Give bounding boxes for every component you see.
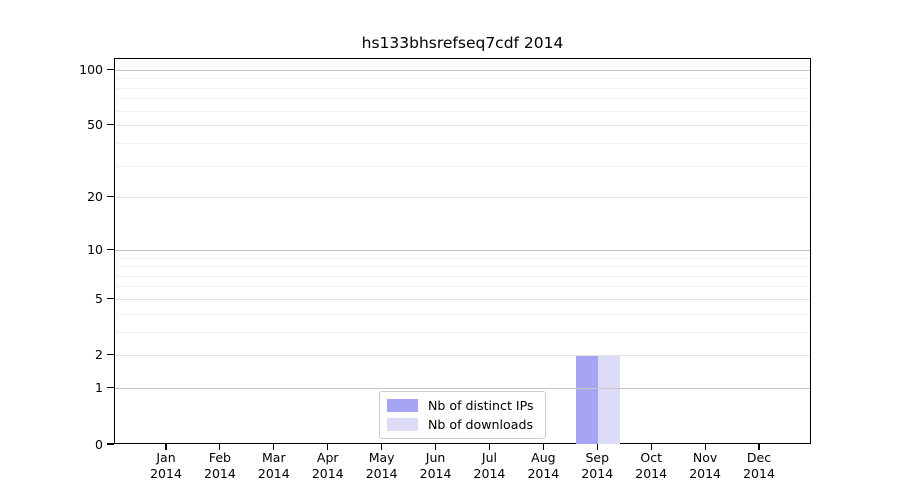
- legend-label-downloads: Nb of downloads: [428, 417, 534, 432]
- y-tick-label: 1: [95, 380, 103, 396]
- gridline: [115, 87, 810, 89]
- y-tick-label: 2: [95, 347, 103, 363]
- x-tick-label: Oct 2014: [635, 450, 668, 481]
- legend-label-distinct-ips: Nb of distinct IPs: [428, 398, 534, 413]
- x-tick-mark: [650, 444, 652, 450]
- x-tick-mark: [704, 444, 706, 450]
- x-tick-mark: [542, 444, 544, 450]
- gridline: [115, 355, 810, 357]
- y-tick-label: 0: [95, 436, 103, 452]
- x-tick-label: Nov 2014: [689, 450, 721, 481]
- x-tick-mark: [758, 444, 760, 450]
- x-tick-mark: [596, 444, 598, 450]
- x-tick-label: Jan 2014: [150, 450, 182, 481]
- gridline: [115, 286, 810, 288]
- y-tick-mark: [107, 443, 114, 445]
- y-tick-label: 100: [79, 61, 103, 77]
- gridline: [115, 142, 810, 144]
- gridline: [115, 165, 810, 167]
- legend-item-downloads: Nb of downloads: [387, 417, 537, 432]
- gridline: [115, 197, 810, 199]
- legend-swatch-distinct-ips: [387, 399, 418, 412]
- legend-item-distinct-ips: Nb of distinct IPs: [387, 398, 537, 413]
- x-tick-label: Apr 2014: [311, 450, 344, 481]
- gridline: [115, 249, 810, 251]
- y-tick-label: 50: [87, 117, 103, 133]
- chart-title: hs133bhsrefseq7cdf 2014: [361, 34, 564, 52]
- gridline: [115, 110, 810, 112]
- x-tick-label: Jun 2014: [419, 450, 452, 481]
- x-tick-mark: [165, 444, 167, 450]
- y-tick-label: 5: [95, 291, 103, 306]
- y-tick-mark: [107, 196, 114, 198]
- y-tick-label: 10: [87, 241, 103, 257]
- gridline: [115, 125, 810, 127]
- x-tick-mark: [488, 444, 491, 450]
- gridline: [115, 257, 810, 259]
- bar-distinct-ips: [576, 355, 599, 444]
- bar-downloads: [598, 355, 621, 444]
- x-tick-label: Sep 2014: [581, 450, 614, 481]
- x-tick-label: Mar 2014: [257, 450, 290, 481]
- gridline: [115, 275, 810, 277]
- gridline: [115, 313, 810, 315]
- gridline: [115, 331, 810, 333]
- x-tick-label: Dec 2014: [743, 450, 775, 481]
- y-tick-mark: [107, 124, 114, 126]
- x-tick-label: Aug 2014: [527, 450, 560, 481]
- x-tick-mark: [219, 444, 221, 450]
- x-tick-label: Jul 2014: [473, 450, 506, 481]
- gridline: [115, 266, 810, 268]
- x-tick-mark: [327, 444, 329, 450]
- x-tick-label: Feb 2014: [204, 450, 236, 481]
- legend: Nb of distinct IPs Nb of downloads: [379, 391, 546, 439]
- gridline: [115, 69, 810, 71]
- y-tick-label: 20: [87, 189, 103, 205]
- plot-area: [114, 58, 811, 444]
- y-tick-mark: [107, 297, 114, 300]
- x-tick-label: May 2014: [365, 450, 398, 481]
- gridline: [115, 98, 810, 100]
- y-tick-mark: [107, 354, 114, 356]
- y-tick-mark: [107, 68, 114, 70]
- y-tick-mark: [107, 248, 114, 250]
- x-tick-mark: [381, 444, 383, 450]
- x-tick-mark: [273, 444, 275, 450]
- gridline: [115, 299, 810, 300]
- y-tick-mark: [107, 387, 114, 389]
- legend-swatch-downloads: [387, 418, 418, 431]
- gridline: [115, 388, 810, 390]
- x-tick-mark: [434, 444, 437, 450]
- gridline: [115, 78, 810, 80]
